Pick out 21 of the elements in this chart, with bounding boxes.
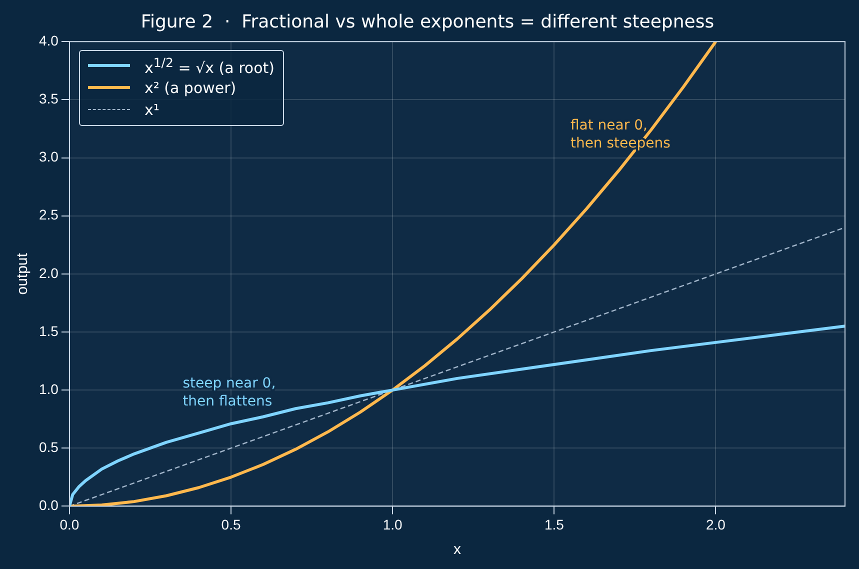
y-tick-label: 2.0 (38, 264, 59, 281)
x-tick-label: 0.0 (60, 516, 80, 532)
y-tick-label: 1.5 (38, 322, 59, 339)
x-tick-label: 1.5 (544, 516, 564, 532)
y-tick-label: 0.0 (38, 497, 59, 514)
y-tick-label: 4.0 (38, 32, 59, 48)
x-tick-label: 0.5 (221, 516, 241, 532)
y-tick-label: 2.5 (38, 206, 59, 223)
legend-label: x$^{1/2}$ = √x (a root) (144, 54, 275, 77)
chart-title: Figure 2 · Fractional vs whole exponents = different steepness (140, 11, 714, 32)
legend-label: x² (a power) (144, 78, 236, 97)
y-tick-label: 0.5 (38, 438, 59, 455)
legend-label: x¹ (144, 100, 160, 119)
annotation: steep near 0, then flattens (182, 375, 276, 410)
y-tick-label: 3.0 (38, 148, 59, 165)
x-tick-label: 1.0 (382, 516, 403, 532)
x-tick-label: 2.0 (706, 516, 726, 532)
x-axis-title: x (453, 541, 462, 558)
y-tick-label: 3.5 (38, 90, 59, 107)
y-tick-label: 1.0 (38, 380, 59, 397)
y-axis-title: output (14, 252, 32, 295)
